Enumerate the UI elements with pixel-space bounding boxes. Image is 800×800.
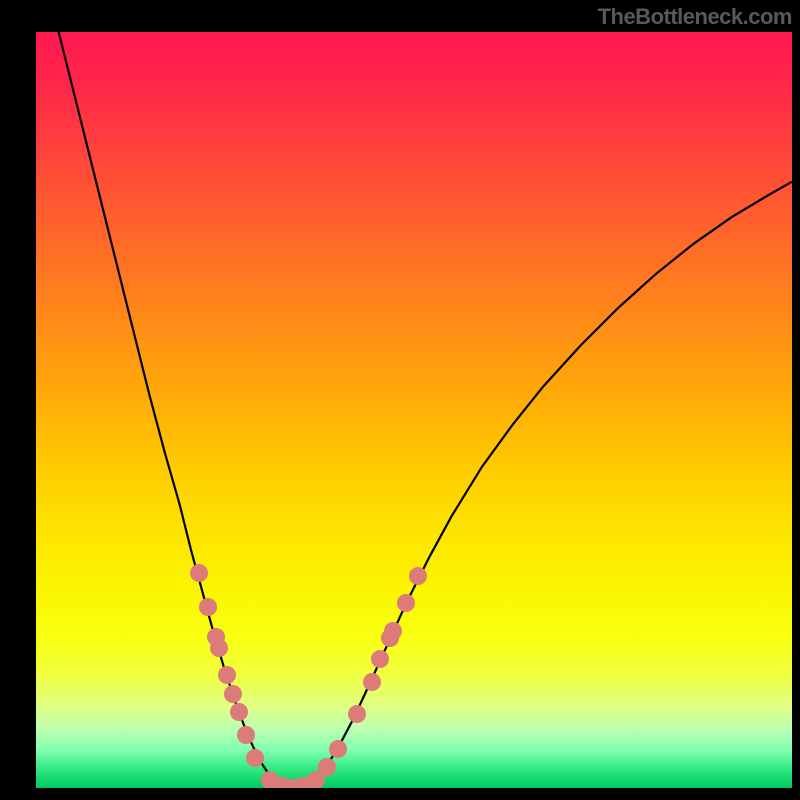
data-point [384,622,402,640]
data-point [409,567,427,585]
data-point [224,685,242,703]
data-point [218,666,236,684]
data-point [190,564,208,582]
data-point [371,650,389,668]
curve-right-branch [293,182,792,788]
data-point [230,703,248,721]
data-point [329,740,347,758]
bottleneck-curve [36,32,792,788]
data-point [348,705,366,723]
data-point [318,758,336,776]
data-point [397,594,415,612]
curve-left-branch [59,32,293,788]
plot-area [36,32,792,788]
chart-container: TheBottleneck.com [0,0,800,800]
data-point [199,598,217,616]
data-point [210,639,228,657]
data-point [363,673,381,691]
watermark-text: TheBottleneck.com [598,4,792,30]
data-point [237,726,255,744]
data-point [246,749,264,767]
